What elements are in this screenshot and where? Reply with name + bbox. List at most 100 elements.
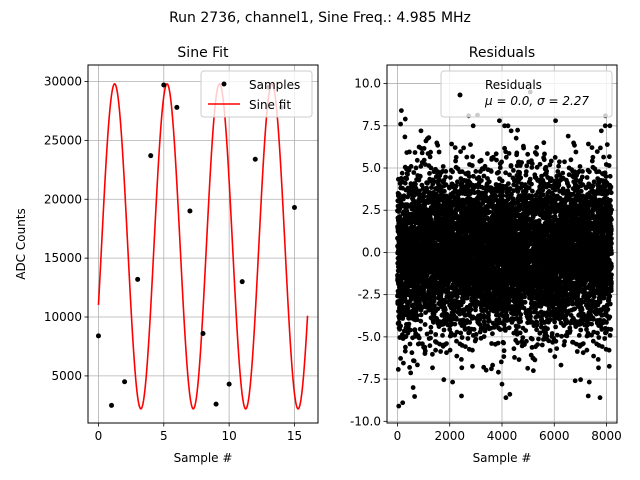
residual-point xyxy=(398,323,403,329)
residual-point xyxy=(433,347,438,353)
residual-point xyxy=(488,169,494,174)
legend-samples-marker xyxy=(221,81,227,87)
residual-point xyxy=(408,164,414,169)
residual-point xyxy=(402,180,408,186)
residual-point xyxy=(501,340,506,346)
residual-point xyxy=(460,299,466,305)
sample-point-9 xyxy=(213,401,219,407)
residual-point xyxy=(427,171,432,176)
residual-point xyxy=(440,164,446,169)
sine-fit-panel: Sine Fit 0 5 10 155000100001500020000250003… xyxy=(14,45,319,465)
residual-point xyxy=(486,179,492,185)
sample-point-2 xyxy=(122,379,128,385)
residual-point xyxy=(470,347,475,353)
residual-point xyxy=(467,320,473,325)
sine-fit-ytick-label-4: 25000 xyxy=(44,133,82,147)
residual-point xyxy=(497,327,503,332)
residual-point xyxy=(453,154,459,160)
sine-fit-xtick-label-2: 10 xyxy=(221,429,236,443)
residual-point xyxy=(433,332,439,337)
sine-fit-ytick-label-0: 5000 xyxy=(51,369,82,383)
residual-point xyxy=(447,327,453,332)
residual-point xyxy=(501,354,507,359)
residual-point xyxy=(494,157,499,163)
legend-sine-fit-label: Sine fit xyxy=(249,98,291,112)
sine-fit-ytick-label-1: 10000 xyxy=(44,310,82,324)
residual-point xyxy=(490,362,495,368)
residual-point xyxy=(515,340,520,346)
residual-point xyxy=(407,365,412,370)
residual-point xyxy=(485,151,490,157)
residual-point xyxy=(473,336,479,342)
sample-point-3 xyxy=(135,276,141,282)
residual-point xyxy=(516,357,522,362)
residual-point xyxy=(407,149,412,155)
residual-point xyxy=(506,151,512,156)
residual-point xyxy=(517,330,523,336)
residual-point xyxy=(448,175,453,180)
residual-point xyxy=(468,142,473,148)
residual-point xyxy=(442,307,448,313)
sine-fit-xtick-label-1: 5 xyxy=(160,429,168,443)
residual-point xyxy=(423,310,428,315)
residual-point xyxy=(455,294,460,300)
residual-point xyxy=(469,163,475,168)
residual-point xyxy=(438,291,444,297)
residual-point xyxy=(454,316,459,322)
residual-point xyxy=(495,340,501,346)
residual-point xyxy=(450,379,455,385)
residual-point xyxy=(470,154,475,160)
residual-point xyxy=(430,351,435,357)
residual-point xyxy=(499,178,505,184)
residual-point xyxy=(496,369,501,375)
residual-point xyxy=(422,344,428,350)
residual-point xyxy=(511,168,516,173)
residual-point xyxy=(471,173,476,179)
residual-point xyxy=(417,174,423,179)
residual-point xyxy=(441,377,447,383)
residual-point xyxy=(432,303,437,308)
residual-point xyxy=(412,150,418,155)
residual-point xyxy=(454,353,460,359)
residual-point xyxy=(418,318,424,324)
residual-point xyxy=(459,357,464,362)
residual-point xyxy=(523,328,529,333)
sample-point-0 xyxy=(95,333,101,339)
residual-point xyxy=(508,163,514,168)
residual-point xyxy=(421,146,427,151)
sine-fit-line xyxy=(97,82,309,410)
residual-point xyxy=(418,312,424,318)
residual-point xyxy=(421,286,427,291)
sine-fit-xtick-label-3: 15 xyxy=(287,429,302,443)
residual-point xyxy=(443,174,448,180)
residual-point xyxy=(513,135,519,141)
sine-fit-points-layer xyxy=(95,82,297,408)
residual-point xyxy=(431,179,436,185)
residual-point xyxy=(464,154,470,160)
residual-point xyxy=(431,298,437,304)
residual-point xyxy=(461,145,466,151)
residual-point xyxy=(519,160,524,165)
residual-point xyxy=(428,335,433,341)
residual-point xyxy=(417,326,423,332)
residual-point xyxy=(451,307,457,312)
residual-point xyxy=(422,348,428,354)
residuals-title: Residuals xyxy=(469,45,535,61)
residual-point xyxy=(473,169,479,174)
residuals-points-layer xyxy=(395,89,614,409)
residual-point xyxy=(504,313,510,319)
residual-point xyxy=(403,334,409,340)
residual-point xyxy=(444,350,449,356)
residual-point xyxy=(498,359,504,365)
residual-point xyxy=(428,165,434,171)
residual-point xyxy=(459,335,465,340)
residual-point xyxy=(522,299,528,305)
sample-point-8 xyxy=(200,331,206,336)
residual-point xyxy=(442,188,447,194)
sine-fit-xlabel: Sample # xyxy=(174,451,233,465)
residual-point xyxy=(512,355,517,360)
residual-point xyxy=(511,346,517,352)
residual-point xyxy=(454,329,460,335)
residual-point xyxy=(500,193,506,199)
residual-point xyxy=(478,158,484,164)
